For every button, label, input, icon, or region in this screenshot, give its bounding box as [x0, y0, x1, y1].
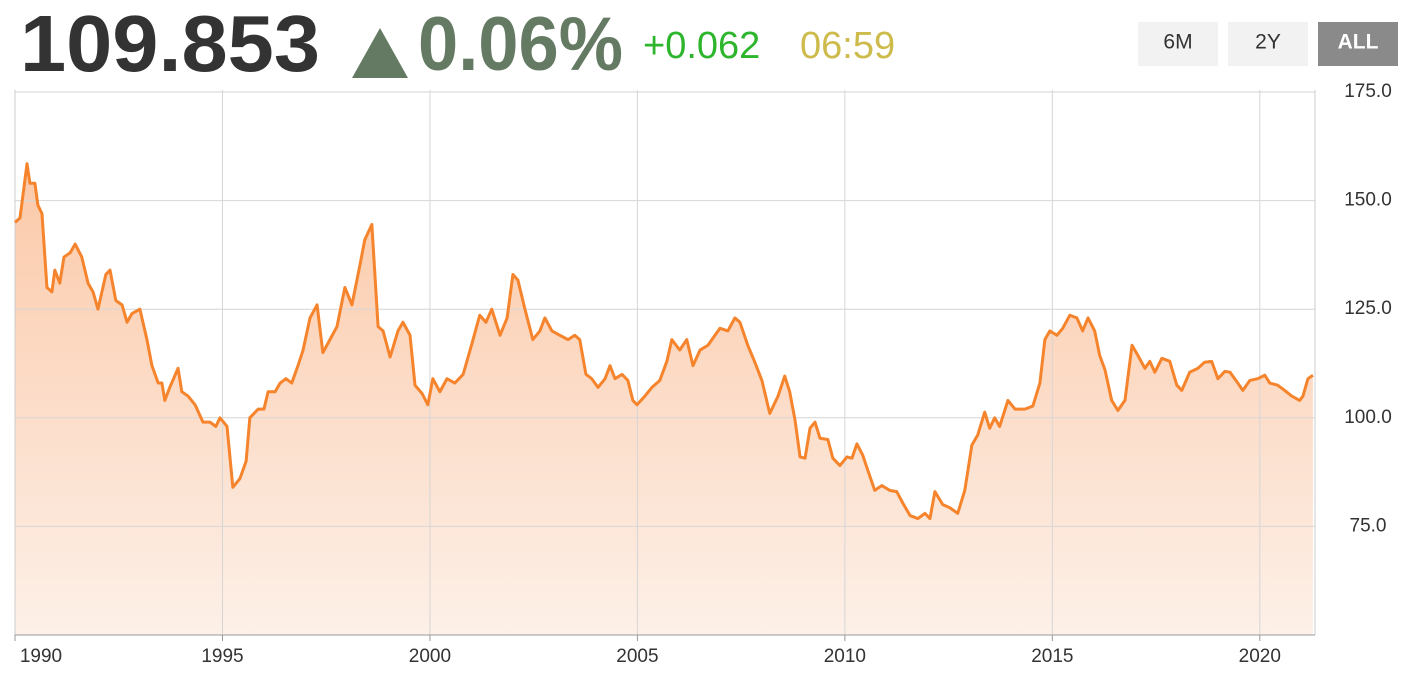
button-label[interactable]: 6M: [1163, 31, 1192, 54]
y-tick-label: 150.0: [1344, 190, 1392, 211]
price-line: [14, 162, 1314, 521]
x-tick-label: 1990: [20, 646, 62, 667]
up-arrow: [352, 28, 408, 78]
range-button[interactable]: 6M: [1138, 22, 1218, 66]
range-buttons: 6M 2Y ALL: [1138, 22, 1398, 66]
button-bg[interactable]: [1318, 22, 1398, 66]
x-tick-label: 2010: [824, 646, 866, 667]
button-label[interactable]: 2Y: [1255, 31, 1281, 54]
x-tick-label: 2015: [1031, 646, 1073, 667]
y-tick-label: 75.0: [1350, 515, 1387, 536]
price: 109.853: [20, 0, 320, 88]
range-button[interactable]: ALL: [1318, 22, 1398, 66]
x-tick-label: 2005: [616, 646, 658, 667]
change: +0.062: [643, 25, 760, 67]
range-button[interactable]: 2Y: [1228, 22, 1308, 66]
button-bg[interactable]: [1138, 22, 1218, 66]
plot-area: 75.0 100.0 125.0 150.0 175.0 1990 1995 2000 2005…: [14, 81, 1392, 667]
y-tick-label: 100.0: [1344, 407, 1392, 428]
change-percent: 0.06%: [418, 2, 623, 87]
time: 06:59: [800, 25, 895, 67]
y-tick-label: 175.0: [1344, 81, 1392, 102]
button-label[interactable]: ALL: [1338, 31, 1379, 54]
area: [15, 163, 1313, 635]
x-tick-label: 2020: [1239, 646, 1281, 667]
x-tick-label: 1995: [201, 646, 243, 667]
x-tick-label: 2000: [409, 646, 451, 667]
y-tick-label: 125.0: [1344, 298, 1392, 319]
button-bg[interactable]: [1228, 22, 1308, 66]
